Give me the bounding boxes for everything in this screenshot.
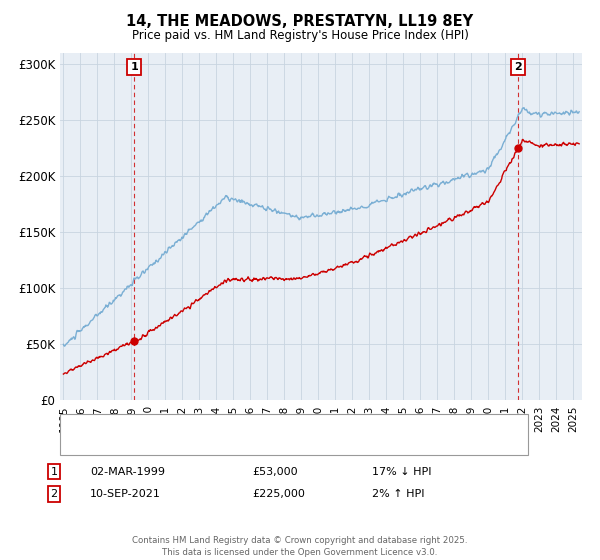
Text: 1: 1 <box>50 466 58 477</box>
Text: 14, THE MEADOWS, PRESTATYN, LL19 8EY (detached house): 14, THE MEADOWS, PRESTATYN, LL19 8EY (de… <box>115 421 445 431</box>
Text: 2% ↑ HPI: 2% ↑ HPI <box>372 489 425 499</box>
Text: 02-MAR-1999: 02-MAR-1999 <box>90 466 165 477</box>
Text: £53,000: £53,000 <box>252 466 298 477</box>
Text: 1: 1 <box>130 62 138 72</box>
Text: HPI: Average price, detached house, Denbighshire: HPI: Average price, detached house, Denb… <box>115 441 390 451</box>
Text: £225,000: £225,000 <box>252 489 305 499</box>
Text: 2: 2 <box>50 489 58 499</box>
Text: 17% ↓ HPI: 17% ↓ HPI <box>372 466 431 477</box>
Text: 2: 2 <box>514 62 521 72</box>
Text: Contains HM Land Registry data © Crown copyright and database right 2025.
This d: Contains HM Land Registry data © Crown c… <box>132 536 468 557</box>
Text: 14, THE MEADOWS, PRESTATYN, LL19 8EY: 14, THE MEADOWS, PRESTATYN, LL19 8EY <box>127 14 473 29</box>
Text: 10-SEP-2021: 10-SEP-2021 <box>90 489 161 499</box>
Text: Price paid vs. HM Land Registry's House Price Index (HPI): Price paid vs. HM Land Registry's House … <box>131 29 469 42</box>
